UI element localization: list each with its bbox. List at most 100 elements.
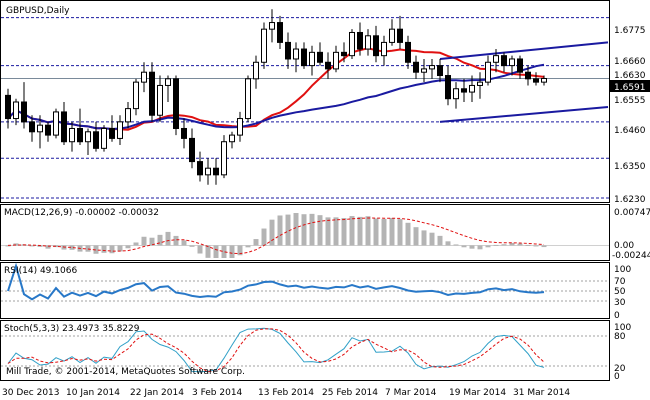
candle-bull — [333, 51, 339, 70]
candle-bull — [365, 35, 371, 50]
macd-histogram-bar — [349, 216, 355, 246]
macd-histogram-bar — [13, 243, 19, 246]
candle-bear — [517, 58, 523, 73]
candle-bull — [381, 41, 387, 57]
candle-bear — [397, 28, 403, 43]
macd-histogram-bar — [285, 214, 291, 246]
date-label-7: 7 Mar 2014 — [385, 388, 437, 398]
macd-histogram-bar — [109, 245, 115, 254]
stoch-main-line — [7, 327, 545, 373]
macd-histogram-bar — [37, 245, 43, 247]
date-label-2: 10 Jan 2014 — [66, 388, 120, 398]
candle-bear — [181, 127, 187, 139]
candle-bull — [133, 81, 139, 110]
channel-upper-line — [439, 41, 609, 60]
price-label-5: 1.6555 — [614, 96, 646, 106]
rsi-title: RSI(14) 49.1066 — [4, 266, 77, 276]
candle-bear — [357, 31, 363, 50]
candle-bull — [101, 127, 107, 149]
macd-histogram-bar — [293, 213, 299, 246]
candle-bear — [341, 51, 347, 57]
candle-bull — [493, 55, 499, 63]
macd-histogram-bar — [421, 230, 427, 246]
macd-histogram-bar — [221, 245, 227, 258]
candle-bear — [277, 22, 283, 43]
candle-bull — [429, 65, 435, 70]
macd-histogram-bar — [461, 245, 467, 248]
candle-bull — [69, 127, 75, 143]
candle-bull — [293, 48, 299, 60]
macd-histogram-bar — [445, 241, 451, 246]
macd-histogram-bar — [197, 245, 203, 254]
macd-histogram-bar — [389, 217, 395, 246]
rsi-layer — [1, 262, 609, 302]
candle-bull — [453, 88, 459, 100]
main-price-layer — [1, 9, 609, 199]
candle-bull — [37, 124, 43, 133]
macd-histogram-bar — [485, 245, 491, 248]
macd-axis-min: -0.00244 — [612, 251, 650, 261]
macd-histogram-bar — [149, 237, 155, 246]
candle-bull — [541, 77, 547, 83]
macd-histogram-bar — [29, 245, 35, 247]
candle-bear — [29, 121, 35, 133]
candle-bull — [253, 61, 259, 80]
candle-bull — [469, 84, 475, 93]
macd-histogram-bar — [173, 235, 179, 246]
candle-bear — [285, 41, 291, 60]
macd-histogram-bar — [277, 215, 283, 246]
candle-bear — [21, 101, 27, 123]
rsi-axis-0: 0 — [614, 311, 620, 321]
candle-bear — [501, 55, 507, 67]
stoch-axis-0: 0 — [614, 372, 620, 382]
candle-bull — [229, 134, 235, 143]
candle-bull — [261, 28, 267, 63]
candle-bear — [533, 78, 539, 83]
candle-bear — [461, 88, 467, 93]
macd-histogram-bar — [93, 245, 99, 254]
macd-histogram-bar — [429, 232, 435, 246]
candle-bear — [61, 111, 67, 143]
stoch-title: Stoch(5,3,3) 23.4973 35.8229 — [4, 324, 140, 334]
candle-bull — [165, 78, 171, 86]
candle-bear — [149, 71, 155, 116]
macd-histogram-bar — [245, 245, 251, 248]
macd-histogram-bar — [101, 245, 107, 253]
channel-lower-line — [439, 105, 609, 123]
macd-histogram-bar — [237, 245, 243, 256]
macd-histogram-bar — [309, 213, 315, 246]
candle-bear — [525, 71, 531, 80]
macd-histogram-bar — [357, 216, 363, 246]
price-label-6: 1.6460 — [614, 126, 646, 136]
price-label-1: 1.6775 — [614, 26, 646, 36]
current-price-label: 1.6591 — [614, 83, 646, 93]
rsi-panel-frame — [0, 262, 610, 319]
macd-histogram-bar — [469, 245, 475, 249]
macd-histogram-bar — [477, 245, 483, 250]
macd-histogram-bar — [509, 242, 515, 246]
candle-bull — [509, 58, 515, 67]
macd-histogram-bar — [45, 245, 51, 249]
price-label-7: 1.6350 — [614, 162, 646, 172]
candle-bull — [117, 121, 123, 139]
macd-histogram-bar — [533, 245, 539, 247]
candle-bull — [477, 81, 483, 86]
macd-histogram-bar — [165, 231, 171, 246]
macd-histogram-bar — [437, 235, 443, 246]
candle-bull — [85, 131, 91, 143]
candle-bear — [197, 161, 203, 176]
candle-bear — [189, 137, 195, 163]
stoch-axis-100: 100 — [614, 323, 631, 333]
stoch-axis-20: 20 — [614, 364, 626, 374]
macd-histogram-bar — [517, 243, 523, 246]
macd-histogram-bar — [397, 219, 403, 246]
candle-bear — [5, 94, 11, 120]
main-panel-frame — [0, 0, 610, 203]
candle-bear — [325, 61, 331, 70]
macd-histogram-bar — [229, 245, 235, 258]
candle-bear — [437, 65, 443, 77]
date-label-6: 25 Feb 2014 — [322, 388, 378, 398]
macd-histogram-bar — [157, 234, 163, 246]
macd-histogram-bar — [341, 218, 347, 246]
macd-histogram-bar — [325, 217, 331, 246]
